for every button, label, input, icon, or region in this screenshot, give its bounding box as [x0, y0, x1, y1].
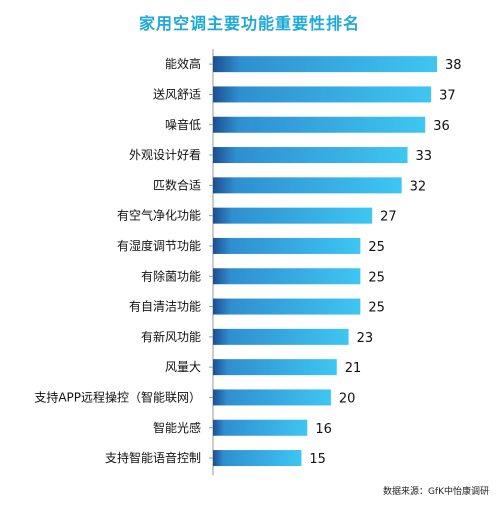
- value-label: 25: [368, 240, 385, 255]
- value-label: 33: [416, 149, 433, 164]
- value-label: 32: [410, 179, 427, 194]
- category-label: 支持智能语音控制: [105, 450, 201, 465]
- bar: [213, 116, 426, 133]
- category-label: 风量大: [165, 360, 201, 374]
- category-label: 匹数合适: [153, 177, 201, 192]
- category-label: 有自清洁功能: [129, 300, 201, 314]
- category-label: 有空气净化功能: [117, 208, 201, 223]
- bar: [213, 419, 308, 436]
- value-label: 21: [345, 361, 362, 376]
- category-label: 外观设计好看: [129, 148, 201, 162]
- bar: [213, 207, 373, 224]
- bar: [213, 298, 361, 315]
- value-label: 25: [368, 270, 385, 285]
- category-label: 有湿度调节功能: [117, 238, 201, 253]
- bar: [213, 268, 361, 285]
- bar: [213, 86, 432, 103]
- category-label: 噪音低: [165, 117, 201, 132]
- bar: [213, 56, 437, 73]
- category-label: 支持APP远程操控（智能联网）: [34, 389, 201, 404]
- value-label: 23: [357, 331, 374, 346]
- value-label: 15: [309, 452, 326, 467]
- category-label: 有新风功能: [141, 329, 201, 344]
- category-label: 能效高: [165, 56, 201, 71]
- value-label: 38: [445, 58, 462, 73]
- bar: [213, 389, 331, 406]
- chart-title: 家用空调主要功能重要性排名: [138, 14, 360, 33]
- value-label: 36: [433, 119, 450, 134]
- value-label: 16: [315, 422, 332, 437]
- category-label: 送风舒适: [153, 86, 201, 101]
- value-label: 20: [339, 391, 356, 406]
- bar: [213, 450, 302, 467]
- value-label: 27: [380, 210, 397, 225]
- category-label: 智能光感: [153, 420, 201, 435]
- source-note: 数据来源：GfK中怡康调研: [382, 487, 489, 497]
- bar: [213, 237, 361, 254]
- bar: [213, 147, 408, 164]
- category-label: 有除菌功能: [141, 268, 201, 283]
- value-label: 37: [439, 88, 456, 103]
- bar: [213, 177, 402, 194]
- bar: [213, 359, 337, 376]
- bar: [213, 328, 349, 345]
- value-label: 25: [368, 301, 385, 316]
